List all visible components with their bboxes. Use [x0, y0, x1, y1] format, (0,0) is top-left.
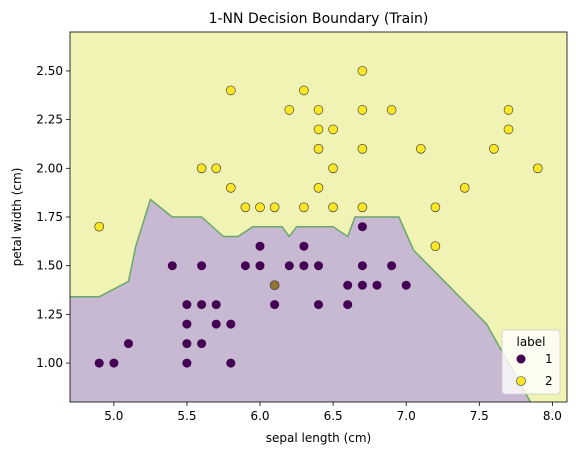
point-class-2 — [503, 105, 514, 115]
point-class-1 — [343, 300, 353, 310]
y-tick-label: 1.25 — [36, 307, 63, 321]
legend-title: label — [516, 335, 545, 349]
point-class-1 — [357, 261, 367, 271]
x-tick-label: 8.0 — [543, 409, 562, 423]
y-axis-label: petal width (cm) — [10, 168, 24, 267]
y-tick-label: 2.25 — [36, 113, 63, 127]
x-tick-label: 6.0 — [250, 409, 269, 423]
point-class-1 — [94, 358, 104, 368]
point-class-1 — [372, 280, 382, 290]
point-class-2 — [240, 202, 251, 213]
point-class-2 — [196, 163, 207, 174]
point-class-2 — [328, 124, 338, 135]
point-class-1 — [357, 280, 367, 290]
x-axis: 5.0 5.5 6.0 6.5 7.0 7.5 8.0 — [104, 402, 562, 423]
class-1-region — [70, 199, 531, 402]
point-class-2 — [313, 124, 324, 135]
legend-marker-1 — [516, 354, 526, 364]
x-tick-label: 7.0 — [397, 409, 416, 423]
point-class-2 — [357, 66, 368, 76]
point-class-1 — [270, 300, 280, 310]
point-class-1 — [255, 261, 265, 271]
point-class-2 — [94, 221, 104, 232]
point-class-1 — [401, 280, 411, 290]
point-class-2 — [357, 105, 368, 115]
point-class-1 — [255, 241, 265, 251]
point-class-2 — [255, 202, 265, 213]
point-class-2 — [313, 105, 324, 115]
x-tick-label: 6.5 — [324, 409, 343, 423]
point-class-2 — [226, 85, 236, 96]
x-axis-label: sepal length (cm) — [266, 431, 371, 445]
point-class-1 — [182, 339, 192, 349]
point-class-1 — [240, 261, 250, 271]
point-class-2 — [503, 124, 514, 135]
point-class-2 — [328, 202, 338, 213]
legend-label-2: 2 — [545, 374, 553, 388]
data-points — [94, 66, 543, 368]
point-class-2 — [226, 183, 236, 193]
point-class-2 — [489, 144, 499, 154]
point-class-2 — [211, 163, 221, 174]
plot-area — [70, 32, 567, 402]
x-tick-label: 5.5 — [177, 409, 196, 423]
point-class-1 — [314, 261, 323, 271]
legend-marker-2 — [516, 376, 526, 386]
point-class-2 — [269, 280, 280, 291]
point-class-2 — [299, 202, 309, 213]
point-class-1 — [314, 300, 323, 310]
point-class-2 — [415, 144, 426, 154]
point-class-1 — [343, 280, 353, 290]
point-class-1 — [167, 261, 177, 271]
legend-label-1: 1 — [545, 352, 553, 366]
legend: label 1 2 — [501, 329, 561, 395]
y-tick-label: 1.50 — [36, 259, 63, 273]
point-class-1 — [182, 358, 192, 368]
point-class-1 — [197, 339, 207, 349]
point-class-1 — [124, 339, 133, 349]
point-class-2 — [313, 183, 324, 193]
point-class-1 — [211, 300, 221, 310]
point-class-2 — [299, 85, 309, 96]
legend-box — [501, 329, 561, 395]
point-class-2 — [357, 202, 368, 213]
y-tick-label: 1.75 — [36, 210, 63, 224]
point-class-2 — [284, 105, 295, 115]
y-tick-label: 1.00 — [36, 356, 63, 370]
point-class-1 — [226, 319, 236, 329]
x-tick-label: 5.0 — [104, 409, 123, 423]
point-class-1 — [109, 358, 119, 368]
point-class-1 — [299, 261, 309, 271]
point-class-2 — [459, 183, 470, 193]
point-class-2 — [386, 105, 397, 115]
x-tick-label: 7.5 — [470, 409, 489, 423]
point-class-2 — [430, 202, 441, 213]
point-class-1 — [357, 222, 367, 232]
point-class-1 — [299, 241, 309, 251]
point-class-2 — [313, 144, 324, 154]
point-class-2 — [357, 144, 368, 154]
point-class-2 — [430, 241, 441, 251]
point-class-1 — [197, 300, 207, 310]
decision-boundary-line — [70, 198, 532, 402]
chart-title: 1-NN Decision Boundary (Train) — [209, 11, 429, 27]
y-tick-label: 2.50 — [36, 64, 63, 78]
point-class-1 — [226, 358, 236, 368]
point-class-1 — [182, 300, 192, 310]
point-class-1 — [387, 261, 397, 271]
point-class-1 — [197, 261, 207, 271]
point-class-2 — [328, 163, 338, 174]
point-class-1 — [284, 261, 294, 271]
point-class-1 — [211, 319, 221, 329]
point-class-2 — [532, 163, 543, 174]
y-axis: 1.00 1.25 1.50 1.75 2.00 2.25 2.50 — [36, 64, 70, 370]
point-class-2 — [269, 202, 280, 213]
y-tick-label: 2.00 — [36, 161, 63, 175]
point-class-1 — [182, 319, 192, 329]
